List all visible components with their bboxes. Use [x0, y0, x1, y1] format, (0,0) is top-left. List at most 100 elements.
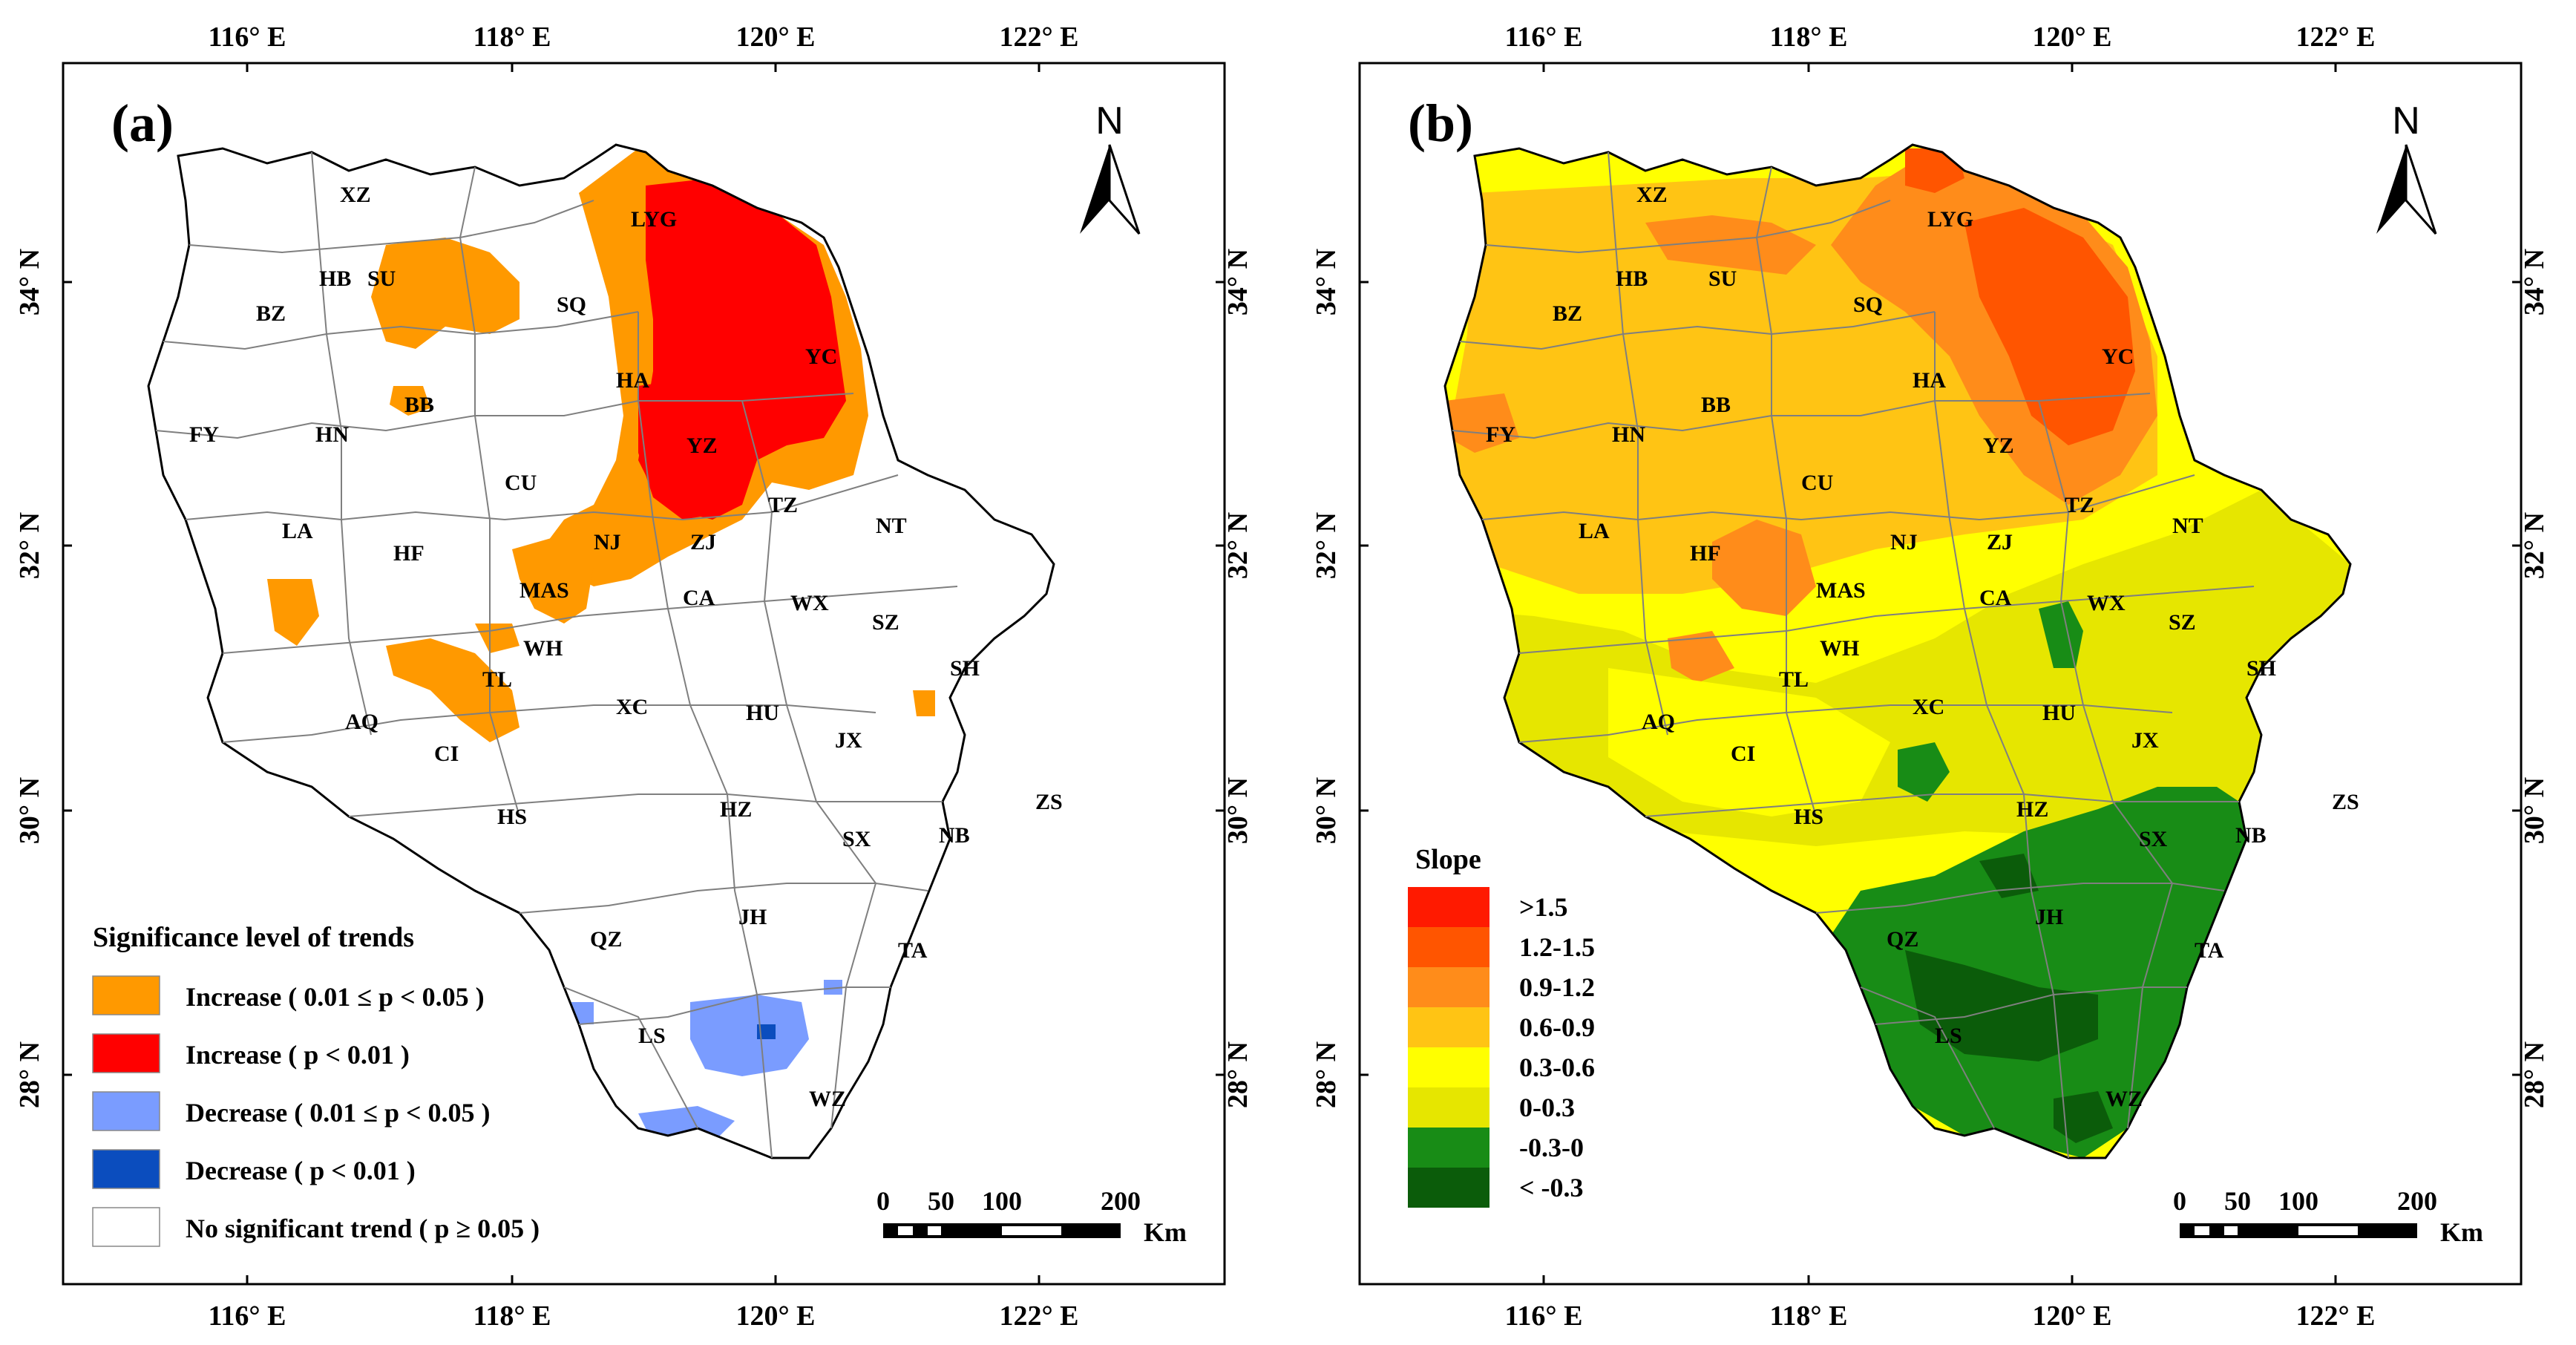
- city-label-xc: XC: [616, 695, 648, 719]
- legend-swatch-slope-12-15: [1408, 927, 1489, 967]
- city-label-wh: WH: [523, 636, 563, 661]
- city-label-b-wz: WZ: [2105, 1087, 2143, 1111]
- city-label-b-mas: MAS: [1816, 578, 1866, 603]
- city-label-b-nt: NT: [2172, 514, 2203, 538]
- panel-b-scale-0: 0: [2173, 1186, 2186, 1216]
- increase-05-patch-sh: [913, 690, 935, 716]
- increase-05-patch-bb: [390, 386, 430, 416]
- city-label-b-tl: TL: [1779, 667, 1809, 692]
- panel-a-top-tick-116: 116° E: [209, 22, 286, 53]
- city-label-qz: QZ: [590, 927, 622, 952]
- legend-swatch-decrease-05: [92, 1091, 160, 1131]
- legend-label-slope-lt-neg-03: < -0.3: [1519, 1173, 1584, 1202]
- panel-b-slope-patches: [1445, 148, 2350, 1158]
- panel-a-scale-200: 200: [1101, 1186, 1141, 1216]
- panel-a-bottom-tick-116: 116° E: [209, 1300, 286, 1332]
- decrease-01-patch-ls: [757, 1024, 776, 1039]
- city-label-b-zs: ZS: [2332, 790, 2359, 814]
- city-label-b-qz: QZ: [1887, 927, 1918, 952]
- city-label-hs: HS: [497, 805, 527, 829]
- city-label-b-jh: JH: [2035, 905, 2063, 929]
- city-label-nt: NT: [876, 514, 907, 538]
- panel-b-right-tick-34: 34° N: [2519, 249, 2550, 315]
- city-label-wz: WZ: [809, 1087, 846, 1111]
- city-label-zs: ZS: [1035, 790, 1063, 814]
- legend-label-slope-09-12: 0.9-1.2: [1519, 972, 1595, 1002]
- panel-a-top-tick-120: 120° E: [735, 22, 815, 53]
- increase-05-patch-mas: [512, 534, 594, 624]
- city-label-yc: YC: [805, 344, 837, 369]
- slope-0-03-north: [1512, 624, 1564, 668]
- panel-a-north-letter: N: [1095, 99, 1124, 143]
- city-label-wx: WX: [790, 591, 829, 615]
- panel-b-label: (b): [1408, 94, 1473, 153]
- legend-label-no-sig: No significant trend ( p ≥ 0.05 ): [186, 1214, 540, 1243]
- panel-a-bottom-tick-122: 122° E: [999, 1300, 1078, 1332]
- panel-a-label: (a): [111, 94, 174, 153]
- legend-label-decrease-01: Decrease ( p < 0.01 ): [186, 1156, 416, 1185]
- panel-b-right-tick-32: 32° N: [2519, 512, 2550, 579]
- panel-b-legend: Slope >1.5 1.2-1.5 0.9-1.2 0.6-0.9 0.3-0…: [1408, 844, 1595, 1208]
- panel-a-left-tick-34: 34° N: [14, 249, 45, 315]
- legend-swatch-decrease-01: [92, 1149, 160, 1189]
- legend-label-slope-gt-15: >1.5: [1519, 892, 1568, 922]
- city-label-b-ha: HA: [1913, 368, 1946, 393]
- panel-b-boundaries: [1452, 151, 2255, 1159]
- panel-b-top-tick-120: 120° E: [2032, 22, 2111, 53]
- panel-b-left-tick-28: 28° N: [1311, 1041, 1342, 1108]
- panel-b-scale-bar: 0 50 100 200 Km: [2173, 1186, 2483, 1247]
- city-label-nj: NJ: [594, 530, 621, 554]
- city-label-b-bz: BZ: [1553, 301, 1582, 326]
- city-label-b-aq: AQ: [1642, 710, 1675, 734]
- panel-a-bottom-tick-118: 118° E: [473, 1300, 551, 1332]
- city-label-hn: HN: [315, 422, 349, 447]
- panel-a-scale-100: 100: [982, 1186, 1022, 1216]
- panel-a-legend: Significance level of trends Increase ( …: [92, 922, 540, 1247]
- city-label-b-tz: TZ: [2065, 493, 2094, 517]
- increase-05-patch-tl: [386, 638, 520, 742]
- city-label-sq: SQ: [557, 292, 586, 317]
- legend-swatch-slope-06-09: [1408, 1007, 1489, 1047]
- city-label-b-hf: HF: [1690, 541, 1721, 566]
- city-label-b-ci: CI: [1731, 742, 1755, 766]
- panel-a-scale-bar: 0 50 100 200 Km: [876, 1186, 1187, 1247]
- city-label-b-wx: WX: [2087, 591, 2126, 615]
- legend-label-increase-01: Increase ( p < 0.01 ): [186, 1040, 410, 1070]
- panel-b-scale-unit: Km: [2440, 1217, 2483, 1247]
- city-label-jh: JH: [738, 905, 767, 929]
- city-label-sx: SX: [842, 827, 871, 851]
- city-label-tl: TL: [482, 667, 512, 692]
- panel-b-right-tick-28: 28° N: [2519, 1041, 2550, 1108]
- city-label-fy: FY: [189, 422, 219, 447]
- panel-b-top-tick-118: 118° E: [1770, 22, 1848, 53]
- panel-b: XZ LYG HB SU SQ BZ YC HA BB FY HN YZ CU …: [1311, 22, 2550, 1332]
- panel-a-right-tick-30: 30° N: [1222, 777, 1253, 844]
- legend-swatch-slope-0-03: [1408, 1087, 1489, 1128]
- panel-b-bottom-tick-120: 120° E: [2032, 1300, 2111, 1332]
- legend-label-slope-0-03: 0-0.3: [1519, 1093, 1575, 1122]
- panel-a-scale-unit: Km: [1144, 1217, 1187, 1247]
- slope-09-12-hf: [1712, 520, 1816, 616]
- panel-a-right-tick-34: 34° N: [1222, 249, 1253, 315]
- city-label-b-hu: HU: [2042, 701, 2076, 725]
- panel-a-trend-patches: [267, 148, 935, 1143]
- city-label-ca: CA: [683, 586, 715, 610]
- panel-b-left-tick-30: 30° N: [1311, 777, 1342, 844]
- city-label-la: LA: [282, 519, 313, 543]
- legend-swatch-slope-03-06: [1408, 1047, 1489, 1087]
- city-label-b-sz: SZ: [2169, 610, 2196, 635]
- city-label-tz: TZ: [768, 493, 798, 517]
- slope-neg-03-0-xc: [1898, 742, 1950, 802]
- city-label-nb: NB: [939, 823, 970, 848]
- city-label-b-nj: NJ: [1890, 530, 1918, 554]
- legend-swatch-increase-01: [92, 1033, 160, 1073]
- panel-b-bottom-tick-122: 122° E: [2295, 1300, 2375, 1332]
- slope-neg-03-0-south: [1831, 787, 2261, 1158]
- panel-b-tick-labels: 116° E 118° E 120° E 122° E 116° E 118° …: [1311, 22, 2550, 1332]
- city-label-su: SU: [367, 266, 396, 291]
- panel-a-right-tick-32: 32° N: [1222, 512, 1253, 579]
- city-label-b-sq: SQ: [1853, 292, 1883, 317]
- legend-label-slope-12-15: 1.2-1.5: [1519, 932, 1595, 962]
- city-label-b-xc: XC: [1913, 695, 1944, 719]
